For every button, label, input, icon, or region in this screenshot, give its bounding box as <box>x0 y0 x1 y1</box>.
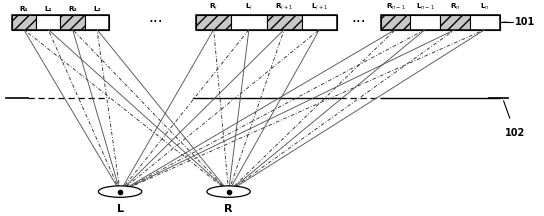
Text: L₂: L₂ <box>93 6 101 13</box>
Text: 101: 101 <box>515 17 535 27</box>
Bar <box>11 15 109 30</box>
Text: L₁: L₁ <box>44 6 52 13</box>
Text: R₁: R₁ <box>20 6 28 13</box>
Bar <box>380 15 500 30</box>
Text: 102: 102 <box>505 128 526 138</box>
Bar <box>60 15 85 30</box>
Bar <box>302 15 337 30</box>
Text: ···: ··· <box>148 15 163 30</box>
Text: R$_{n-1}$: R$_{n-1}$ <box>386 2 405 13</box>
Text: L: L <box>116 203 123 214</box>
Text: L$_{n-1}$: L$_{n-1}$ <box>416 2 435 13</box>
Text: R₂: R₂ <box>69 6 77 13</box>
Text: R$_{i+1}$: R$_{i+1}$ <box>275 2 293 13</box>
Text: R$_n$: R$_n$ <box>450 2 460 13</box>
Bar <box>196 15 337 30</box>
Ellipse shape <box>207 186 250 197</box>
Bar <box>410 15 440 30</box>
Text: L$_{i+1}$: L$_{i+1}$ <box>311 2 328 13</box>
Text: L$_i$: L$_i$ <box>245 2 253 13</box>
Bar <box>380 15 410 30</box>
Bar <box>231 15 267 30</box>
Bar <box>196 15 231 30</box>
Text: R: R <box>224 203 233 214</box>
Bar <box>470 15 500 30</box>
Bar <box>267 15 302 30</box>
Bar <box>36 15 60 30</box>
Bar <box>85 15 109 30</box>
Text: ···: ··· <box>351 15 366 30</box>
Text: L$_n$: L$_n$ <box>480 2 490 13</box>
Bar <box>11 15 36 30</box>
Ellipse shape <box>98 186 142 197</box>
Text: R$_i$: R$_i$ <box>209 2 218 13</box>
Bar <box>440 15 470 30</box>
